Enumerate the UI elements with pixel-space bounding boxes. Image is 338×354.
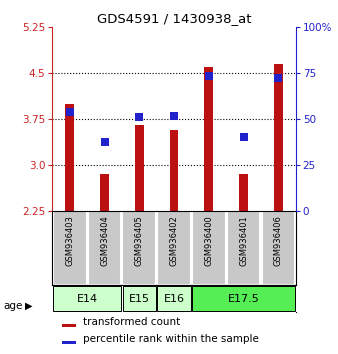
Point bbox=[241, 135, 246, 140]
Bar bbox=[157, 211, 191, 285]
Bar bbox=[62, 341, 75, 344]
Bar bbox=[122, 211, 156, 285]
Text: GSM936405: GSM936405 bbox=[135, 215, 144, 266]
Bar bbox=[192, 286, 295, 311]
Bar bbox=[170, 130, 178, 211]
Text: E16: E16 bbox=[164, 294, 185, 304]
Text: ▶: ▶ bbox=[25, 301, 33, 311]
Point bbox=[276, 75, 281, 80]
Text: GSM936404: GSM936404 bbox=[100, 215, 109, 266]
Text: GSM936406: GSM936406 bbox=[274, 215, 283, 266]
Bar bbox=[62, 324, 75, 327]
Text: E14: E14 bbox=[77, 294, 98, 304]
Bar bbox=[135, 125, 144, 211]
Bar bbox=[274, 63, 283, 211]
Text: GSM936402: GSM936402 bbox=[170, 215, 178, 266]
Point bbox=[102, 139, 107, 145]
Text: GSM936403: GSM936403 bbox=[65, 215, 74, 266]
Text: E17.5: E17.5 bbox=[228, 294, 260, 304]
Bar bbox=[88, 211, 121, 285]
Text: age: age bbox=[3, 301, 23, 311]
Point bbox=[67, 109, 72, 114]
Bar bbox=[227, 211, 261, 285]
Bar bbox=[158, 286, 191, 311]
Text: transformed count: transformed count bbox=[83, 317, 180, 327]
Text: GSM936401: GSM936401 bbox=[239, 215, 248, 266]
Bar bbox=[239, 175, 248, 211]
Text: E15: E15 bbox=[129, 294, 150, 304]
Point bbox=[206, 74, 212, 79]
Bar bbox=[66, 104, 74, 211]
Title: GDS4591 / 1430938_at: GDS4591 / 1430938_at bbox=[97, 12, 251, 25]
Bar bbox=[262, 211, 295, 285]
Point bbox=[171, 113, 177, 119]
Point bbox=[137, 114, 142, 120]
Bar bbox=[123, 286, 156, 311]
Bar bbox=[204, 67, 213, 211]
Bar bbox=[53, 286, 121, 311]
Text: GSM936400: GSM936400 bbox=[204, 215, 213, 266]
Bar bbox=[192, 211, 226, 285]
Bar bbox=[53, 211, 87, 285]
Bar bbox=[100, 175, 109, 211]
Text: percentile rank within the sample: percentile rank within the sample bbox=[83, 334, 259, 344]
